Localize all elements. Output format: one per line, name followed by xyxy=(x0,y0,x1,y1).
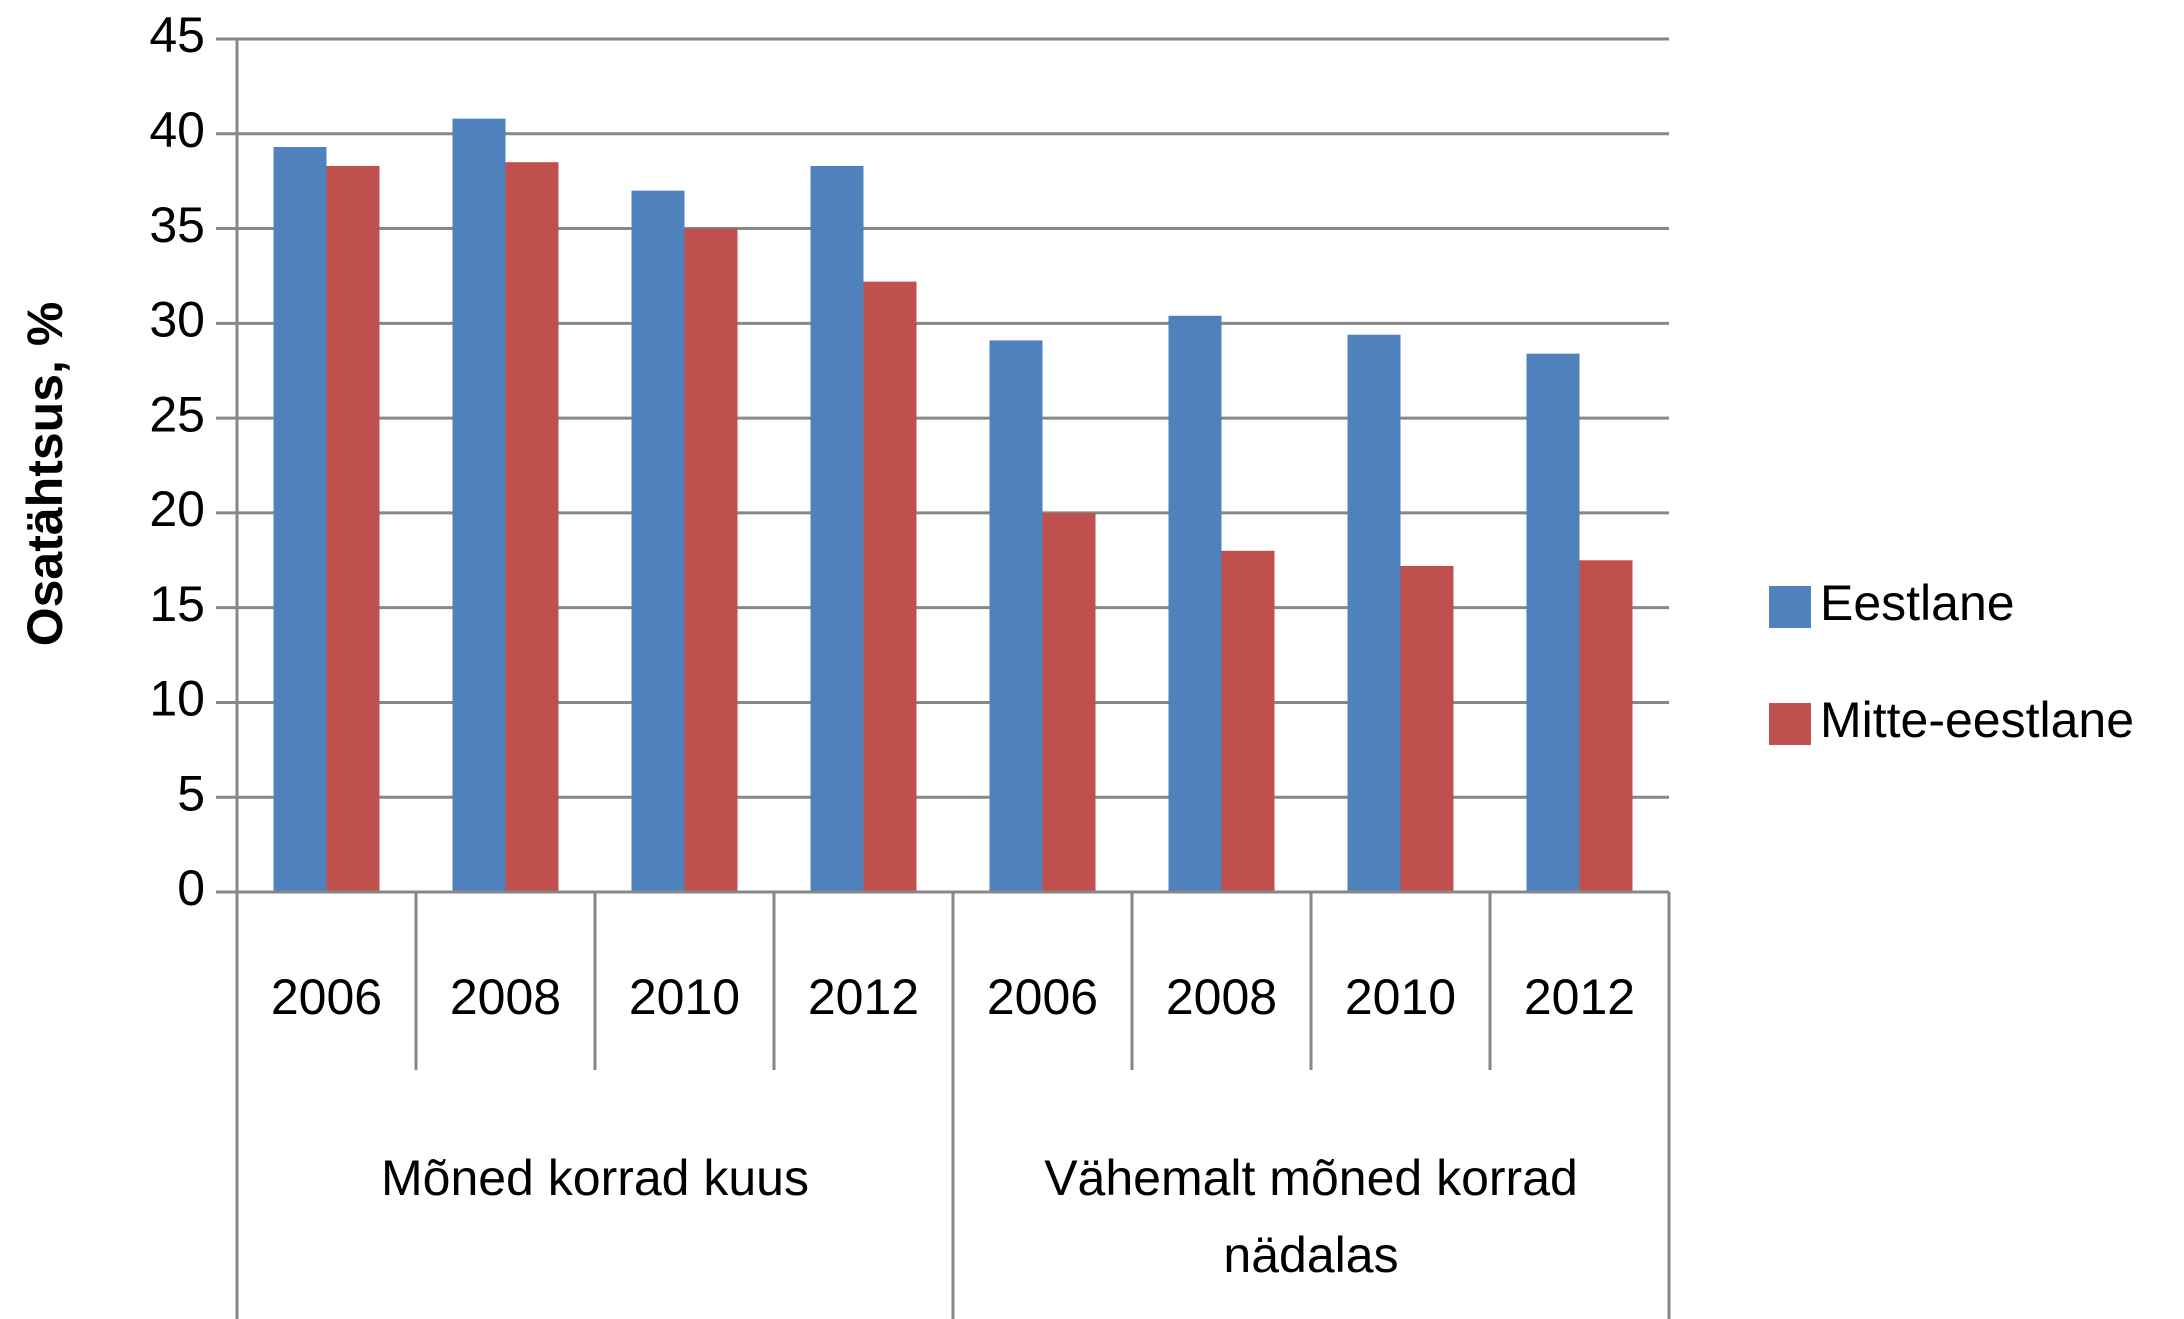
y-tick-label: 35 xyxy=(149,197,205,253)
bar xyxy=(863,281,917,892)
bar xyxy=(505,162,559,892)
bar xyxy=(989,340,1043,893)
y-axis-title: Osatähtsus, % xyxy=(17,302,73,647)
bar xyxy=(1221,550,1275,892)
x-tick-label: 2010 xyxy=(1345,969,1456,1025)
x-tick-label: 2006 xyxy=(987,969,1098,1025)
bar xyxy=(1526,353,1580,892)
group-label: Mõned korrad kuus xyxy=(380,1150,809,1206)
group-label-box: Vähemalt mõned korrad nädalas xyxy=(1044,1150,1578,1283)
y-tick-label: 10 xyxy=(149,671,205,727)
y-tick-label: 5 xyxy=(177,765,205,821)
x-tick-label: 2008 xyxy=(1166,969,1277,1025)
legend-swatch xyxy=(1769,703,1811,745)
group-label: Vähemalt mõned korrad nädalas xyxy=(1044,1150,1578,1283)
y-tick-label: 0 xyxy=(177,860,205,916)
bar xyxy=(452,118,506,892)
bar xyxy=(1347,334,1401,892)
y-tick-label: 40 xyxy=(149,102,205,158)
legend-swatch xyxy=(1769,586,1811,628)
bar xyxy=(1042,512,1096,892)
bar xyxy=(631,190,685,893)
y-tick-label: 15 xyxy=(149,576,205,632)
x-tick-label: 2006 xyxy=(271,969,382,1025)
legend-label: Eestlane xyxy=(1820,575,2015,631)
bar xyxy=(1579,560,1633,892)
y-tick-label: 20 xyxy=(149,481,205,537)
group-label-box: Mõned korrad kuus xyxy=(380,1150,809,1206)
bar xyxy=(684,228,738,893)
x-tick-label: 2012 xyxy=(808,969,919,1025)
x-tick-label: 2012 xyxy=(1524,969,1635,1025)
bar xyxy=(810,166,864,893)
bar xyxy=(1400,565,1454,892)
x-tick-label: 2008 xyxy=(450,969,561,1025)
bar xyxy=(273,147,327,893)
legend-label: Mitte-eestlane xyxy=(1820,692,2134,748)
y-tick-label: 45 xyxy=(149,7,205,63)
y-tick-label: 25 xyxy=(149,386,205,442)
bar xyxy=(326,166,380,893)
y-tick-label: 30 xyxy=(149,292,205,348)
x-tick-label: 2010 xyxy=(629,969,740,1025)
bar xyxy=(1168,315,1222,892)
